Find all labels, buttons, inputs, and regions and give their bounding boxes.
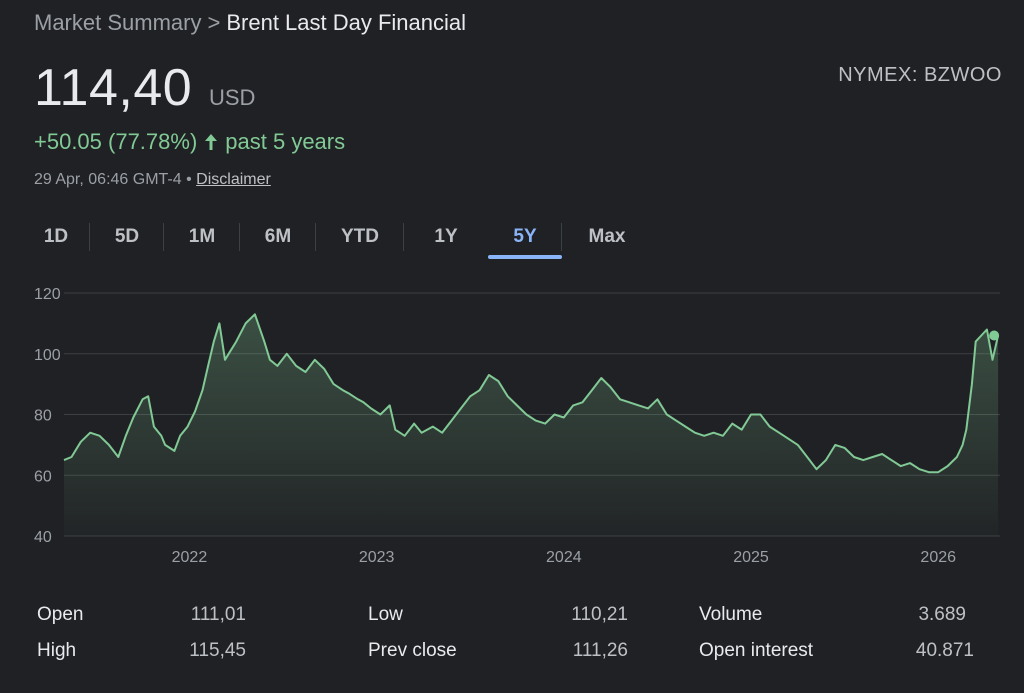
stat-volume-label: Volume (699, 604, 763, 625)
breadcrumb-current: Brent Last Day Financial (226, 10, 467, 35)
quote-meta: 29 Apr, 06:46 GMT-4 • Disclaimer (34, 171, 271, 189)
tab-1d[interactable]: 1D (22, 219, 90, 255)
stat-volume-value: 3.689 (918, 604, 966, 625)
x-tick-label-2026: 2026 (920, 549, 956, 566)
stat-prev-close-label: Prev close (368, 640, 457, 661)
x-tick-label-2022: 2022 (172, 549, 208, 566)
breadcrumb: Market Summary > Brent Last Day Financial (34, 10, 466, 36)
y-tick-label-60: 60 (34, 468, 52, 485)
tab-1y[interactable]: 1Y (434, 226, 458, 247)
tab-5y[interactable]: 5Y (488, 219, 562, 259)
y-tick-label-80: 80 (34, 408, 52, 425)
price-change: +50.05 (77.78%) past 5 years (34, 129, 345, 155)
range-tabs: 1D 5D 1M 6M YTD 1Y 5Y Max (22, 219, 652, 259)
current-price: 114,40 (34, 59, 193, 117)
last-point-marker (989, 330, 1000, 341)
tab-5d[interactable]: 5D (90, 219, 164, 255)
stat-open-value: 111,01 (190, 604, 246, 625)
stat-high-label: High (37, 640, 77, 661)
change-value: +50.05 (77.78%) (34, 129, 198, 154)
x-tick-label-2024: 2024 (546, 549, 582, 566)
tab-max[interactable]: Max (588, 226, 626, 247)
stat-prev-close-value: 111,26 (572, 640, 628, 661)
breadcrumb-market-summary[interactable]: Market Summary (34, 10, 202, 35)
price-chart: 120 100 80 60 40 2022 2023 2024 2025 2026 (34, 286, 1000, 566)
y-tick-label-120: 120 (34, 286, 61, 303)
price-area-fill (64, 314, 999, 536)
stat-open-label: Open (37, 604, 84, 625)
meta-separator: • (186, 171, 192, 188)
price-line (63, 313, 1000, 474)
breadcrumb-separator: > (207, 10, 221, 35)
tab-ytd[interactable]: YTD (316, 219, 404, 255)
arrow-up-icon (205, 134, 218, 150)
stat-open-interest-label: Open interest (699, 640, 814, 661)
tab-6m[interactable]: 6M (240, 219, 316, 255)
stat-open-interest-value: 40.871 (915, 640, 974, 661)
stat-high-value: 115,45 (189, 640, 246, 661)
x-tick-label-2023: 2023 (359, 549, 395, 566)
tab-1m[interactable]: 1M (164, 219, 240, 255)
stat-low-value: 110,21 (571, 604, 628, 625)
currency-label: USD (209, 85, 256, 110)
y-tick-label-100: 100 (34, 347, 61, 364)
x-tick-label-2025: 2025 (733, 549, 769, 566)
change-period: past 5 years (225, 129, 346, 154)
exchange-ticker: NYMEX: BZWOO (838, 64, 1002, 86)
timestamp: 29 Apr, 06:46 GMT-4 (34, 171, 182, 188)
stat-low-label: Low (368, 604, 403, 625)
disclaimer-link[interactable]: Disclaimer (196, 171, 271, 188)
y-tick-label-40: 40 (34, 529, 52, 546)
